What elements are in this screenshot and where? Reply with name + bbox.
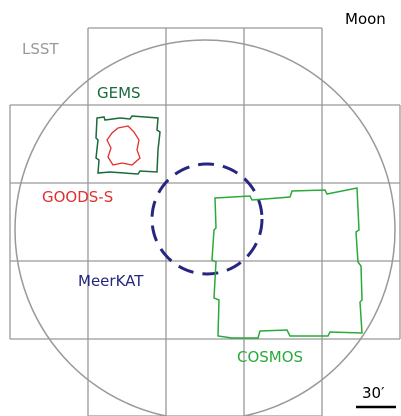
moon-label: Moon (345, 10, 386, 28)
cosmos-footprint (211, 187, 363, 339)
scale-label: 30′ (362, 384, 385, 402)
goods-label: GOODS-S (42, 188, 113, 206)
cosmos-label: COSMOS (237, 348, 303, 366)
gems-footprint (95, 115, 161, 175)
goods-footprint (106, 125, 141, 166)
moon-disc (14, 39, 396, 416)
meerkat-label: MeerKAT (78, 272, 144, 290)
lsst-grid (9, 27, 401, 416)
lsst-label: LSST (22, 40, 59, 58)
gems-label: GEMS (97, 84, 141, 102)
meerkat-footprint (150, 162, 264, 276)
